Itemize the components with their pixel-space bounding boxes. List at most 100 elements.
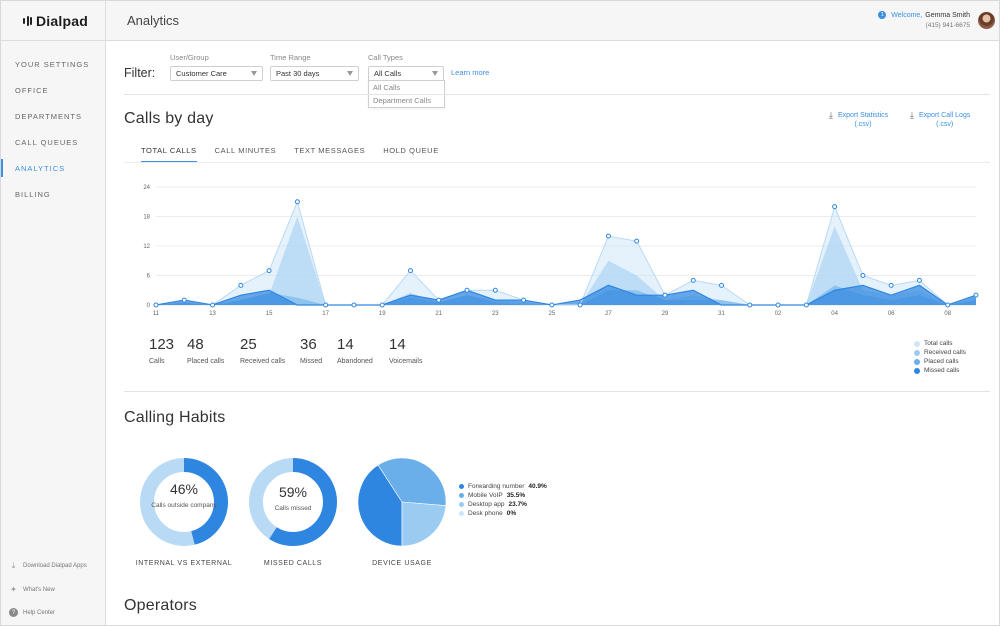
tab-hold-queue[interactable]: HOLD QUEUE <box>383 146 439 155</box>
stat-placed: 48 Placed calls <box>187 336 240 365</box>
x-tick-label: 17 <box>322 311 329 317</box>
export-call-logs-format: (.csv) <box>936 121 954 128</box>
download-apps-link[interactable]: ⤓ Download Dialpad Apps <box>9 561 105 570</box>
time-range-select[interactable]: Past 30 days <box>270 66 359 81</box>
whats-new-link[interactable]: ✦ What's New <box>9 585 105 594</box>
x-tick-label: 23 <box>492 311 499 317</box>
call-types-option[interactable]: All Calls <box>373 83 401 92</box>
tab-text-messages[interactable]: TEXT MESSAGES <box>294 146 366 155</box>
export-statistics-button[interactable]: ⤓ Export Statistics (.csv) <box>829 111 888 129</box>
x-tick-label: 21 <box>435 311 442 317</box>
x-tick-label: 19 <box>379 311 386 317</box>
legend-swatch <box>459 511 464 516</box>
divider <box>124 94 990 95</box>
time-range-value: Past 30 days <box>276 69 320 78</box>
calling-habits-title: Calling Habits <box>124 409 226 426</box>
stat-abandoned: 14 Abandoned <box>337 336 389 365</box>
data-point <box>832 204 838 210</box>
y-tick-label: 12 <box>143 244 150 250</box>
avatar[interactable] <box>978 12 995 29</box>
data-point <box>577 302 583 308</box>
y-tick-label: 0 <box>147 303 151 309</box>
learn-more-link[interactable]: Learn more <box>451 68 490 77</box>
stat-value: 25 <box>240 336 257 353</box>
data-point <box>747 302 753 308</box>
legend-swatch <box>914 349 920 356</box>
legend-swatch <box>459 502 464 507</box>
pie-slice <box>377 457 447 506</box>
export-statistics-format: (.csv) <box>854 121 872 128</box>
data-point <box>464 287 470 293</box>
data-point <box>238 282 244 288</box>
data-point <box>803 302 809 308</box>
legend-swatch <box>914 367 920 374</box>
donut-percent: 46% <box>169 481 199 497</box>
donut-percent: 59% <box>278 484 308 500</box>
calls-by-day-title: Calls by day <box>124 110 214 127</box>
legend-item: Total calls <box>914 339 966 348</box>
data-point <box>945 302 951 308</box>
legend-item: Received calls <box>914 348 966 357</box>
call-types-value: All Calls <box>374 69 402 78</box>
user-group-filter: User/Group Customer Care <box>170 53 263 81</box>
data-point <box>210 302 216 308</box>
user-group-label: User/Group <box>170 53 209 62</box>
user-group-select[interactable]: Customer Care <box>170 66 263 81</box>
donut-segment <box>249 458 337 546</box>
notification-badge[interactable]: 1 <box>878 11 887 19</box>
legend-item: Forwarding number 40.9% <box>459 482 547 491</box>
legend-swatch <box>459 493 464 498</box>
tab-total-calls[interactable]: TOTAL CALLS <box>141 146 197 163</box>
total-calls-line <box>155 200 977 306</box>
data-point <box>153 302 159 308</box>
whats-new-label: What's New <box>23 586 55 593</box>
chart-tabs: TOTAL CALLS CALL MINUTES TEXT MESSAGES H… <box>141 146 457 163</box>
sidebar-item-billing[interactable]: BILLING <box>15 189 51 199</box>
stat-value: 36 <box>300 336 317 353</box>
legend-swatch <box>914 358 920 365</box>
missed-calls-line <box>155 284 977 306</box>
x-tick-label: 06 <box>888 311 895 317</box>
x-tick-label: 08 <box>944 311 951 317</box>
data-point <box>549 302 555 308</box>
dialpad-logo[interactable]: Dialpad <box>23 12 88 30</box>
data-point <box>916 277 922 283</box>
call-types-option[interactable]: Department Calls <box>373 96 431 105</box>
legend-item: Mobile VoIP 35.5% <box>459 491 547 500</box>
welcome-text: Welcome, <box>891 11 923 19</box>
export-call-logs-button[interactable]: ⤓ Export Call Logs (.csv) <box>910 111 970 129</box>
sidebar-item-departments[interactable]: DEPARTMENTS <box>15 111 82 121</box>
data-point <box>436 297 442 303</box>
call-types-select[interactable]: All Calls <box>368 66 444 81</box>
user-group-value: Customer Care <box>176 69 227 78</box>
sidebar-item-office[interactable]: OFFICE <box>15 85 49 95</box>
stat-voicemails: 14 Voicemails <box>389 336 439 365</box>
help-center-link[interactable]: ? Help Center <box>9 608 105 617</box>
device-usage-legend: Forwarding number 40.9% Mobile VoIP 35.5% … <box>459 482 547 518</box>
chevron-down-icon <box>347 71 353 76</box>
sparkle-icon: ✦ <box>10 585 17 594</box>
sidebar-item-your-settings[interactable]: YOUR SETTINGS <box>15 59 90 69</box>
sidebar-item-call-queues[interactable]: CALL QUEUES <box>15 137 79 147</box>
x-tick-label: 27 <box>605 311 612 317</box>
stat-value: 14 <box>389 336 406 353</box>
logo-text: Dialpad <box>36 13 88 29</box>
user-welcome[interactable]: 1 Welcome, Gemma Smith (415) 941-6675 <box>878 11 970 29</box>
donut-subtitle: Calls outside company <box>151 502 217 509</box>
download-icon: ⤓ <box>11 560 16 570</box>
stat-value: 14 <box>337 336 354 353</box>
filter-label: Filter: <box>124 66 156 80</box>
data-point <box>690 277 696 283</box>
data-point <box>407 268 413 274</box>
sidebar-item-analytics[interactable]: ANALYTICS <box>1 159 105 177</box>
donut-title: MISSED CALLS <box>263 560 323 567</box>
data-point <box>605 233 611 239</box>
x-tick-label: 25 <box>549 311 556 317</box>
stat-label: Abandoned <box>337 358 373 365</box>
download-icon: ⤓ <box>829 110 833 120</box>
stat-calls: 123 Calls <box>149 336 187 365</box>
data-point <box>888 282 894 288</box>
tab-call-minutes[interactable]: CALL MINUTES <box>214 146 277 155</box>
donut-segment <box>140 458 228 546</box>
